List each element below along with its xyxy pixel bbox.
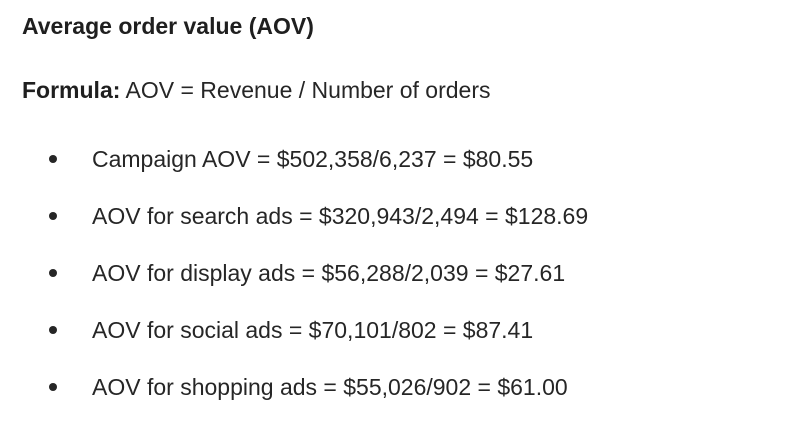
bullet-icon [49,383,57,391]
list-item-text: AOV for shopping ads = $55,026/902 = $61… [92,374,568,400]
list-item-text: AOV for search ads = $320,943/2,494 = $1… [92,203,589,229]
list-item-text: AOV for display ads = $56,288/2,039 = $2… [92,260,566,286]
bullet-icon [49,326,57,334]
formula-line: Formula: AOV = Revenue / Number of order… [22,77,491,104]
bullet-icon [49,155,57,163]
section-heading: Average order value (AOV) [22,13,314,39]
formula-label: Formula: [22,77,121,103]
bullet-icon [49,212,57,220]
formula-text: AOV = Revenue / Number of orders [125,77,491,103]
list-item-text: AOV for social ads = $70,101/802 = $87.4… [92,317,534,343]
list-item-text: Campaign AOV = $502,358/6,237 = $80.55 [92,146,534,172]
bullet-icon [49,269,57,277]
